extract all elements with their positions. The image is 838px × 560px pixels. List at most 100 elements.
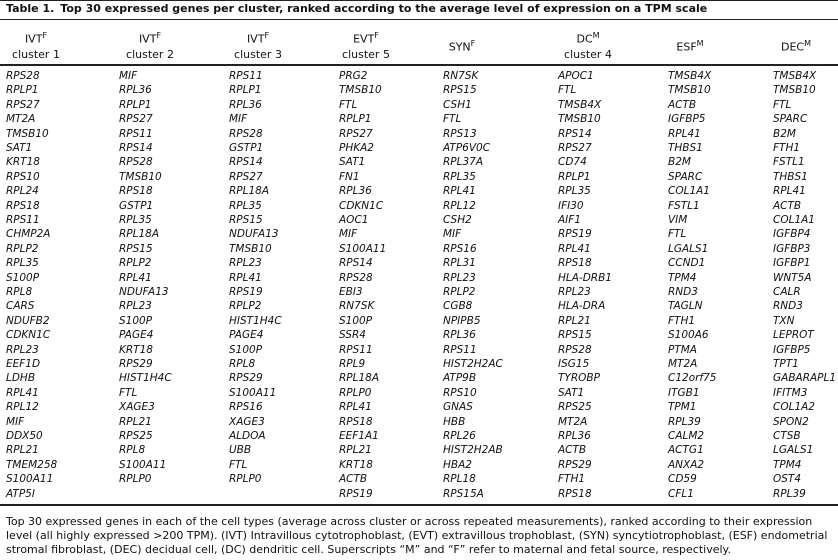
gene-cell: HBA2 xyxy=(443,458,472,471)
column-header: ESFM xyxy=(640,36,740,55)
gene-cell: HIST1H4C xyxy=(229,314,282,327)
gene-cell: RPL36 xyxy=(443,329,476,342)
gene-cell: TPM4 xyxy=(773,458,802,471)
gene-cell: TYROBP xyxy=(558,372,600,385)
gene-cell: UBB xyxy=(229,444,252,457)
gene-cell: RPL23 xyxy=(6,343,39,356)
cell-type: EVT xyxy=(353,32,375,46)
gene-cell: S100A11 xyxy=(119,458,167,471)
cluster-label: cluster 2 xyxy=(126,47,174,61)
gene-cell: S100A6 xyxy=(668,329,709,342)
gene-cell: MIF xyxy=(119,70,138,82)
gene-cell: RPS18 xyxy=(339,415,373,428)
gene-cell: RPL18A xyxy=(119,228,160,241)
gene-cell: PRG2 xyxy=(339,70,368,82)
header-line: IVTF xyxy=(100,28,200,47)
gene-cell: HIST2H2AB xyxy=(443,444,503,457)
gene-cell: PHKA2 xyxy=(339,142,374,154)
gene-cell: MT2A xyxy=(558,415,588,428)
gene-cell: S100A11 xyxy=(6,473,54,486)
gene-cell: RPLP0 xyxy=(119,473,152,486)
header-line: ESFM xyxy=(640,36,740,55)
gene-cell: GSTP1 xyxy=(119,199,154,212)
gene-cell: RPL23 xyxy=(443,271,476,284)
header-line: SYNF xyxy=(412,36,512,55)
gene-cell: IGFBP5 xyxy=(773,343,811,356)
gene-cell: RPLP2 xyxy=(229,300,262,313)
gene-cell: MT2A xyxy=(668,358,698,370)
gene-cell: RPS27 xyxy=(558,142,592,154)
gene-cell: FTL xyxy=(229,458,248,471)
gene-cell: RPS28 xyxy=(229,127,263,140)
gene-cell: RPL26 xyxy=(443,430,476,442)
column-header: DCM cluster 4 xyxy=(538,28,638,62)
gene-cell: IGFBP3 xyxy=(773,242,811,255)
gene-cell: S100P xyxy=(119,314,153,327)
gene-cell: FSTL1 xyxy=(668,199,700,212)
gene-cell: CD59 xyxy=(668,473,697,486)
gene-cell: C12orf75 xyxy=(668,372,717,385)
table-number: Table 1. xyxy=(6,2,55,15)
gene-cell: ACTB xyxy=(773,199,802,212)
gene-cell: RPS19 xyxy=(339,487,373,500)
gene-cell: THBS1 xyxy=(668,142,703,154)
gene-cell: RPL12 xyxy=(6,401,39,414)
gene-cell: EBI3 xyxy=(339,286,363,298)
gene-cell: RND3 xyxy=(668,286,698,298)
gene-cell: CDKN1C xyxy=(339,199,384,212)
gene-cell: TXN xyxy=(773,314,795,327)
gene-cell: RPL35 xyxy=(229,199,262,212)
gene-cell: RN7SK xyxy=(339,300,375,313)
gene-cell: EEF1A1 xyxy=(339,430,379,442)
gene-cell: FTL xyxy=(119,386,138,399)
gene-cell: RPS18 xyxy=(6,199,40,212)
gene-cell: TMSB4X xyxy=(668,70,712,82)
source-superscript: F xyxy=(42,31,48,40)
gene-cell: TMSB4X xyxy=(558,98,602,111)
gene-cell: RPL21 xyxy=(558,314,591,327)
gene-cell: TAGLN xyxy=(668,300,703,313)
gene-cell: RPS28 xyxy=(558,343,592,356)
gene-cell: RPLP1 xyxy=(558,170,591,183)
gene-cell: TPM4 xyxy=(668,271,697,284)
column-header: IVTF cluster 1 xyxy=(0,28,86,62)
gene-cell: XAGE3 xyxy=(119,401,155,414)
column-header: IVTF cluster 2 xyxy=(100,28,200,62)
gene-cell: TMSB10 xyxy=(6,127,49,140)
gene-cell: GABARAPL1 xyxy=(773,372,837,385)
gene-cell: TMSB10 xyxy=(558,113,601,126)
gene-cell: RPS27 xyxy=(119,113,153,126)
gene-cell: RPLP0 xyxy=(229,473,262,486)
gene-cell: S100A11 xyxy=(339,242,387,255)
gene-cell: RPL18A xyxy=(229,185,270,198)
gene-cell: RPS27 xyxy=(6,98,40,111)
gene-cell: ATP6V0C xyxy=(443,142,491,154)
gene-cell: RPS14 xyxy=(119,142,153,154)
gene-cell: RPL41 xyxy=(119,271,152,284)
column-header: EVTF cluster 5 xyxy=(316,28,416,62)
cell-type: DEC xyxy=(780,40,805,54)
gene-cell: PAGE4 xyxy=(229,329,264,342)
gene-cell: RPS10 xyxy=(6,170,40,183)
gene-cell: AOC1 xyxy=(339,214,369,226)
gene-cell: HIST1H4C xyxy=(119,372,172,385)
gene-cell: HIST2H2AC xyxy=(443,358,503,370)
gene-cell: RPL41 xyxy=(6,386,39,399)
header-line: EVTF xyxy=(316,28,416,47)
gene-cell: RPS11 xyxy=(443,343,477,356)
gene-cell: RPS29 xyxy=(119,358,153,370)
gene-cell: IGFBP1 xyxy=(773,257,811,270)
cluster-label: cluster 1 xyxy=(12,47,60,61)
gene-cell: RPS14 xyxy=(229,156,263,169)
gene-cell: RPS27 xyxy=(339,127,373,140)
gene-cell: THBS1 xyxy=(773,170,808,183)
gene-cell: COL1A1 xyxy=(773,214,815,226)
header-line: IVTF xyxy=(0,28,86,47)
gene-cell: RPS13 xyxy=(443,127,477,140)
header-line: DCM xyxy=(538,28,638,47)
gene-cell: TPT1 xyxy=(773,358,799,370)
gene-cell: RPL36 xyxy=(229,98,262,111)
gene-cell: FSTL1 xyxy=(773,156,805,169)
gene-cell: MIF xyxy=(229,113,248,126)
gene-cell: TMSB10 xyxy=(119,170,162,183)
